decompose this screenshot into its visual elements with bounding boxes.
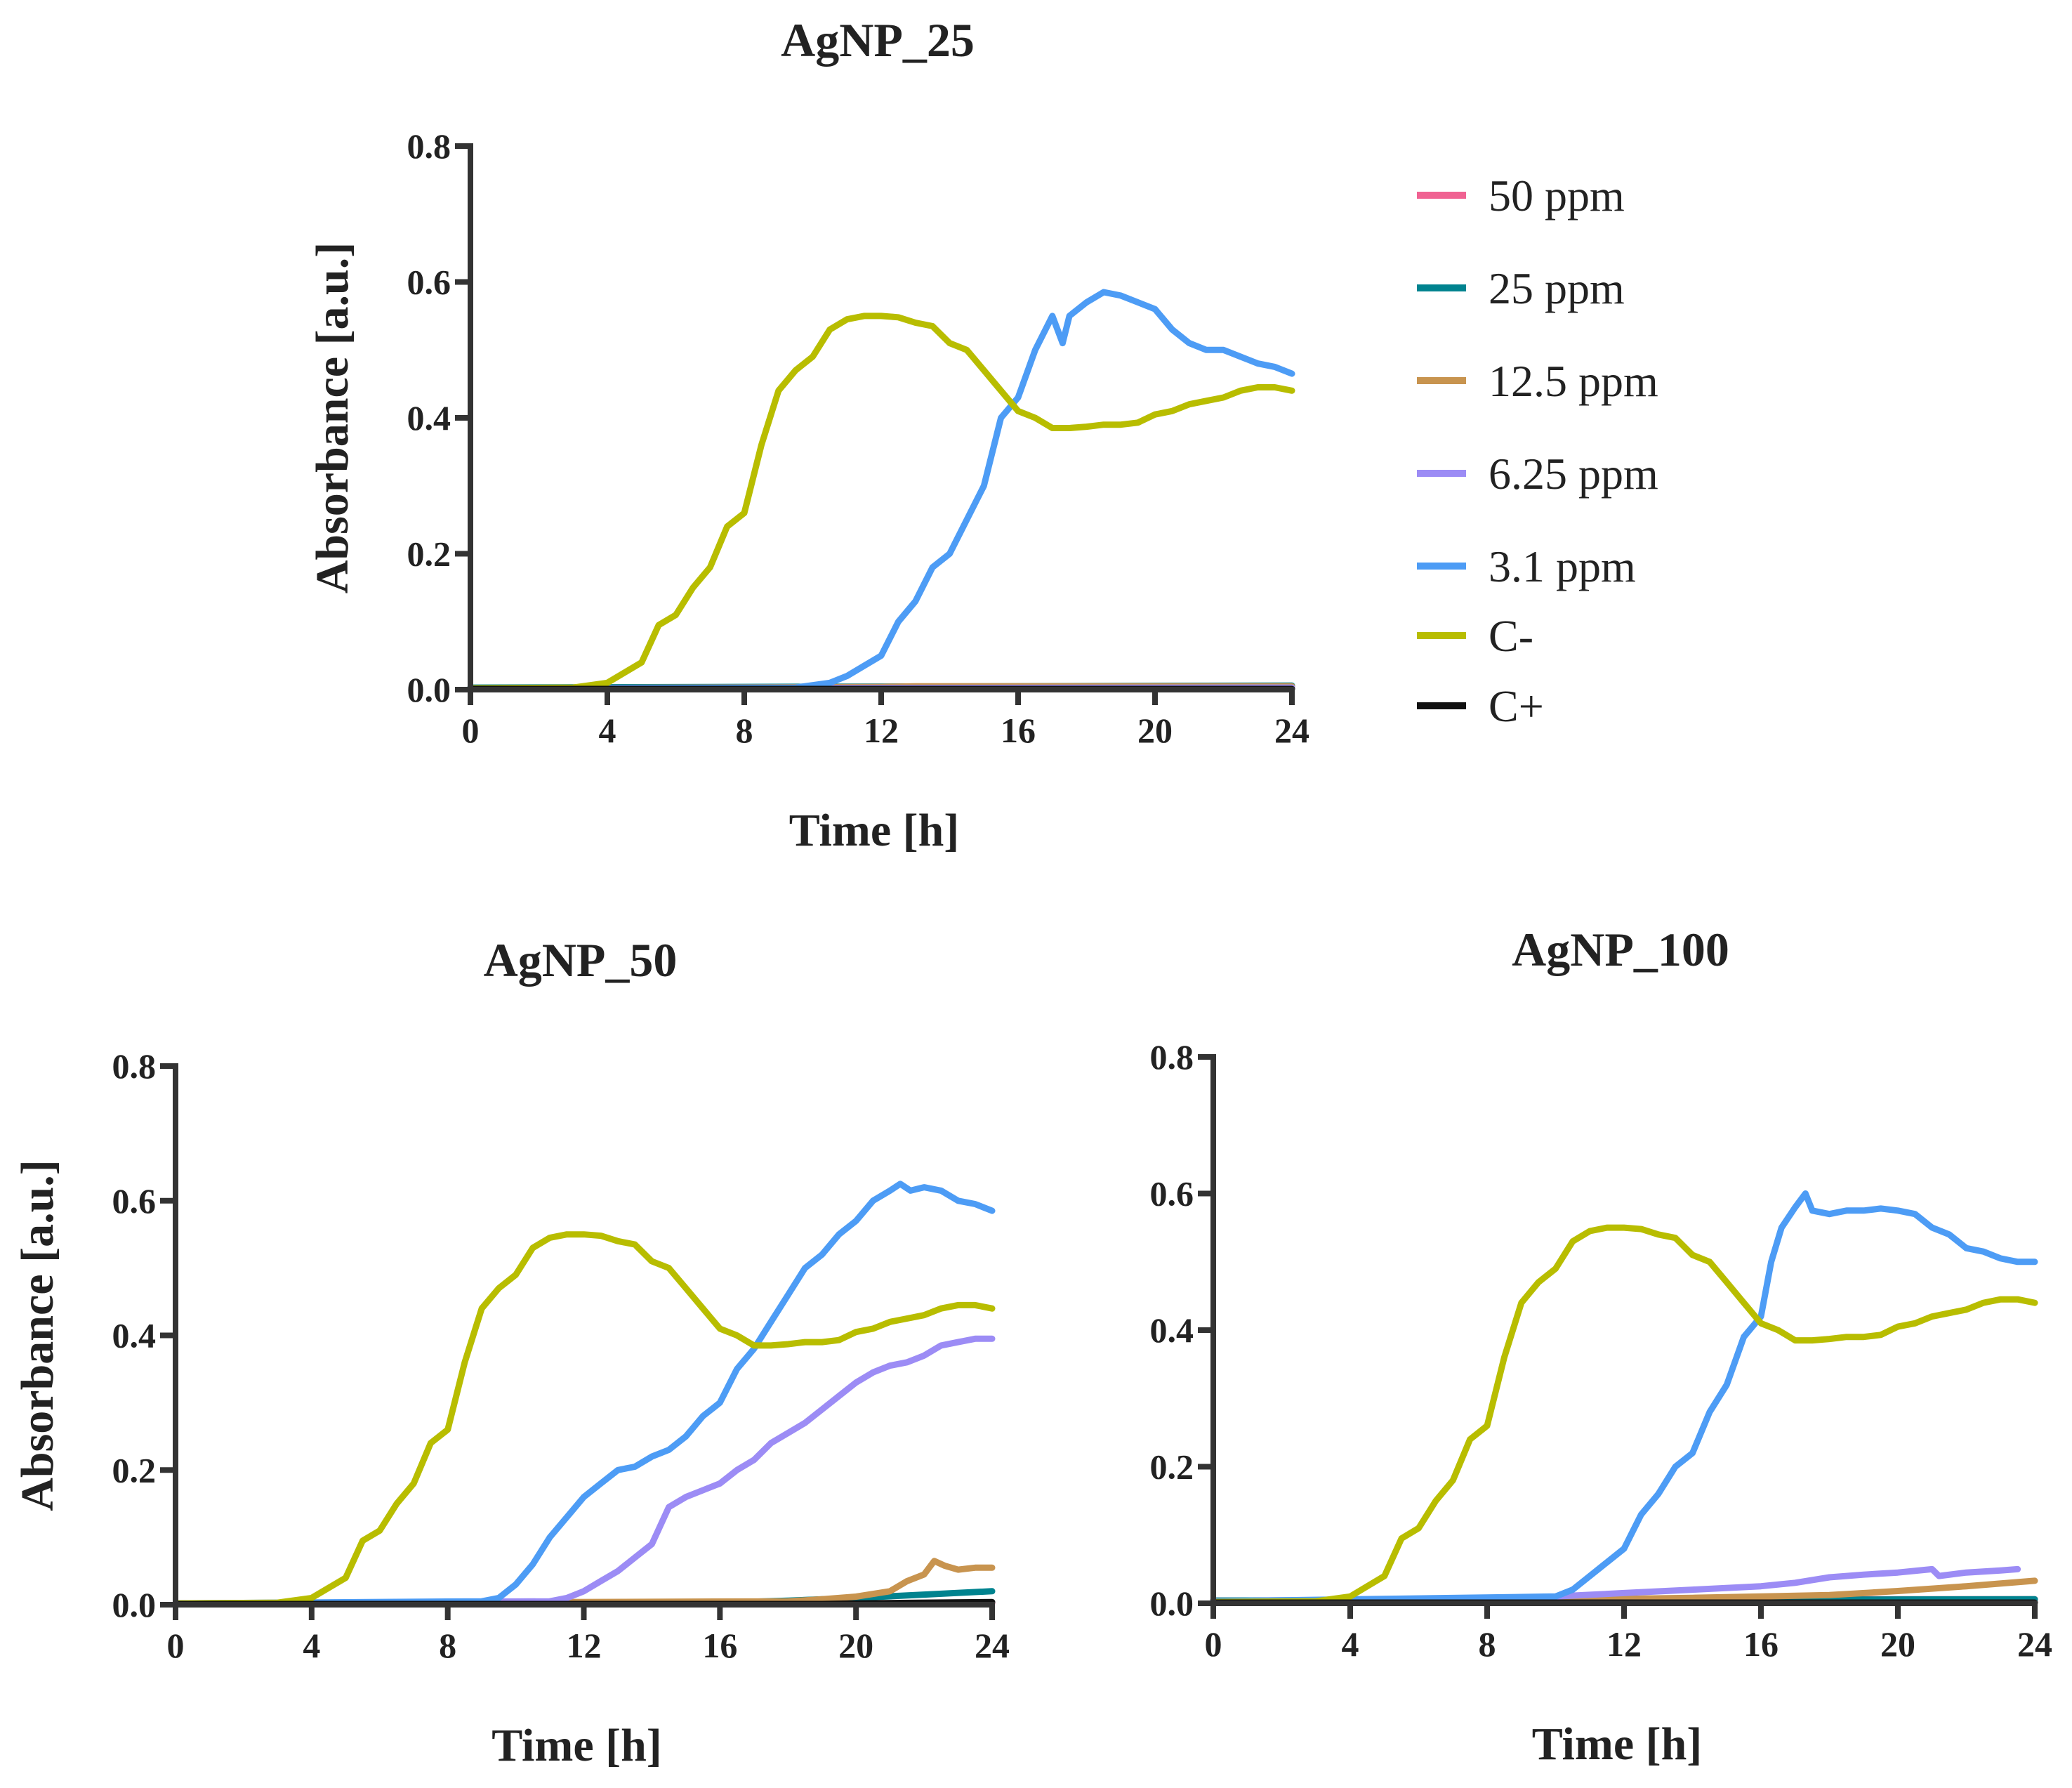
series-line-c-agnp-50 bbox=[172, 1231, 996, 1607]
series-line-3-1-ppm-agnp-100 bbox=[1210, 1190, 2038, 1605]
x-tick-label-agnp-50: 24 bbox=[975, 1626, 1010, 1665]
x-axis-label-agnp-25: Time [h] bbox=[789, 805, 960, 856]
legend-label-3-1-ppm: 3.1 ppm bbox=[1489, 541, 1636, 591]
series-line-c-agnp-100 bbox=[1210, 1224, 2038, 1605]
chart-title-agnp-25: AgNP_25 bbox=[781, 13, 975, 67]
y-tick-label-agnp-25: 0.4 bbox=[407, 398, 451, 438]
series-line-c-agnp-25 bbox=[467, 313, 1295, 692]
y-tick-label-agnp-50: 0.4 bbox=[112, 1316, 157, 1355]
legend-label-12-5-ppm: 12.5 ppm bbox=[1489, 356, 1658, 406]
y-tick-label-agnp-100: 0.8 bbox=[1150, 1037, 1194, 1077]
y-tick-label-agnp-25: 0.2 bbox=[407, 534, 451, 574]
chart-title-agnp-100: AgNP_100 bbox=[1512, 923, 1729, 976]
y-tick-label-agnp-50: 0.2 bbox=[112, 1450, 157, 1490]
x-tick-label-agnp-100: 0 bbox=[1205, 1624, 1222, 1664]
legend: 50 ppm 25 ppm 12.5 ppm 6.25 ppm 3.1 ppm C- C+ bbox=[1417, 171, 1658, 731]
chart-title-agnp-50: AgNP_50 bbox=[484, 933, 678, 987]
y-tick-label-agnp-100: 0.4 bbox=[1150, 1310, 1194, 1350]
y-tick-label-agnp-25: 0.8 bbox=[407, 126, 451, 166]
legend-label-c: C- bbox=[1489, 611, 1533, 661]
series-line-12-5-ppm-agnp-50 bbox=[172, 1558, 996, 1607]
legend-label-6-25-ppm: 6.25 ppm bbox=[1489, 449, 1658, 499]
x-tick-label-agnp-25: 4 bbox=[599, 711, 616, 750]
y-tick-label-agnp-100: 0.6 bbox=[1150, 1174, 1194, 1214]
x-tick-label-agnp-100: 16 bbox=[1743, 1624, 1779, 1664]
x-tick-label-agnp-50: 20 bbox=[838, 1626, 873, 1665]
x-axis-label-agnp-50: Time [h] bbox=[491, 1720, 662, 1771]
x-tick-label-agnp-100: 12 bbox=[1606, 1624, 1642, 1664]
y-tick-label-agnp-50: 0.6 bbox=[112, 1181, 157, 1221]
panel-agnp-100: AgNP_100 0.0 0.2 0.4 0.6 0.8 0 4 8 12 16 20 24 Time [… bbox=[1150, 923, 2053, 1770]
x-tick-label-agnp-25: 20 bbox=[1137, 711, 1173, 750]
x-tick-label-agnp-50: 8 bbox=[439, 1626, 456, 1665]
series-line-6-25-ppm-agnp-100 bbox=[1210, 1565, 2021, 1605]
x-tick-label-agnp-50: 4 bbox=[303, 1626, 320, 1665]
x-tick-label-agnp-25: 16 bbox=[1001, 711, 1036, 750]
x-tick-label-agnp-50: 12 bbox=[567, 1626, 602, 1665]
y-tick-label-agnp-50: 0.8 bbox=[112, 1046, 157, 1086]
series-line-6-25-ppm-agnp-50 bbox=[172, 1335, 996, 1607]
y-axis-label-agnp-50: Absorbance [a.u.] bbox=[12, 1159, 63, 1511]
panel-agnp-50: AgNP_50 0.0 0.2 0.4 0.6 0.8 0 4 8 12 16 20 24 Time [h… bbox=[12, 933, 1010, 1771]
x-tick-label-agnp-25: 0 bbox=[462, 711, 480, 750]
x-axis-label-agnp-100: Time [h] bbox=[1532, 1718, 1703, 1770]
x-tick-label-agnp-25: 24 bbox=[1274, 711, 1309, 750]
panel-agnp-25: AgNP_25 0.0 0.2 0.4 0.6 0.8 0 4 8 12 16 20 24 Time [h… bbox=[307, 13, 1309, 856]
series-line-3-1-ppm-agnp-25 bbox=[467, 289, 1295, 692]
y-tick-label-agnp-25: 0.0 bbox=[407, 670, 451, 709]
x-tick-label-agnp-25: 8 bbox=[736, 711, 753, 750]
y-tick-label-agnp-50: 0.0 bbox=[112, 1585, 157, 1624]
legend-label-25-ppm: 25 ppm bbox=[1489, 263, 1625, 313]
y-tick-label-agnp-25: 0.6 bbox=[407, 263, 451, 302]
x-tick-label-agnp-25: 12 bbox=[864, 711, 899, 750]
y-tick-label-agnp-100: 0.0 bbox=[1150, 1584, 1194, 1623]
y-axis-label-agnp-25: Absorbance [a.u.] bbox=[307, 242, 358, 594]
x-tick-label-agnp-50: 16 bbox=[702, 1626, 737, 1665]
x-tick-label-agnp-100: 20 bbox=[1880, 1624, 1915, 1664]
x-tick-label-agnp-100: 24 bbox=[2017, 1624, 2052, 1664]
x-tick-label-agnp-100: 8 bbox=[1479, 1624, 1496, 1664]
y-tick-label-agnp-100: 0.2 bbox=[1150, 1447, 1194, 1487]
legend-label-c: C+ bbox=[1489, 681, 1544, 731]
x-tick-label-agnp-100: 4 bbox=[1342, 1624, 1359, 1664]
x-tick-label-agnp-50: 0 bbox=[167, 1626, 185, 1665]
legend-label-50-ppm: 50 ppm bbox=[1489, 171, 1625, 221]
series-line-3-1-ppm-agnp-50 bbox=[172, 1181, 996, 1607]
